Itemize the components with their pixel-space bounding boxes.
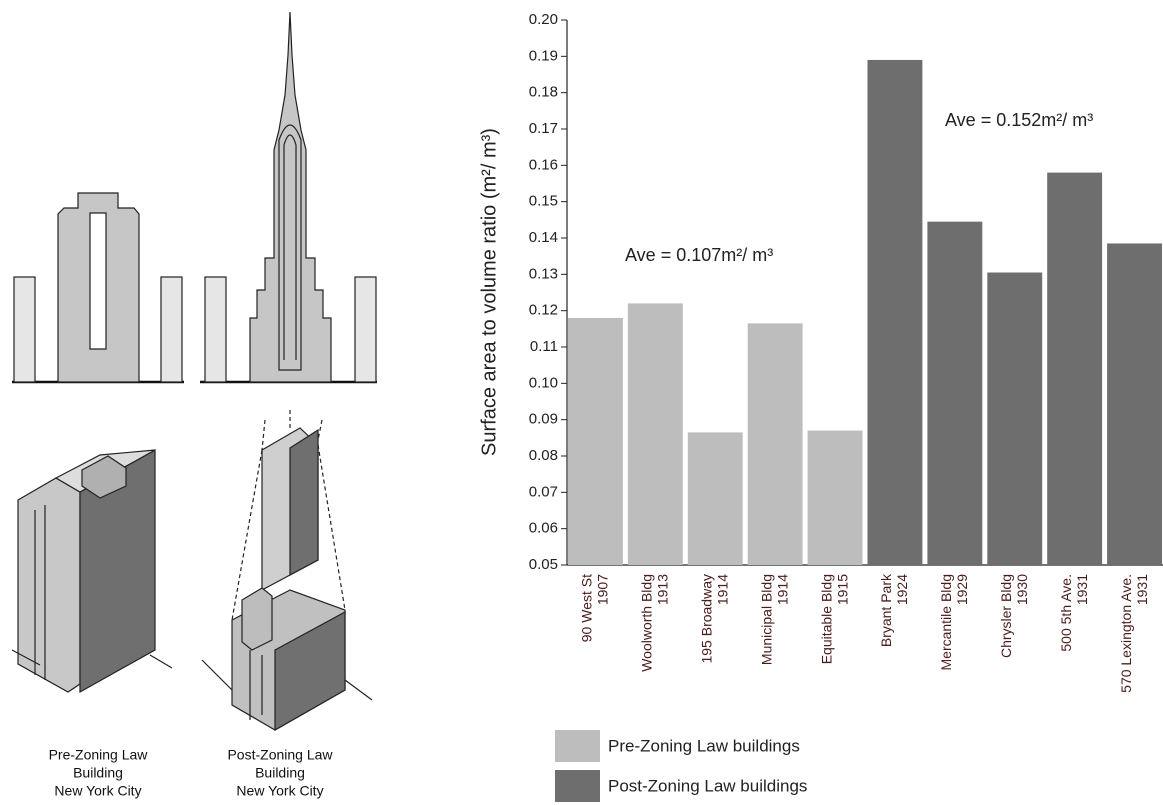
captions: Pre-Zoning Law Building New York City Post-… [49,747,334,799]
x-tick-label: Equitable Bldg [818,574,834,664]
annotation: Ave = 0.107m²/ m³ [625,245,773,265]
x-tick-label: 195 Broadway [698,574,714,664]
y-tick-label: 0.17 [529,120,558,137]
bar [568,317,623,565]
y-tick-label: 0.06 [529,520,558,537]
x-tick-label: 1914 [714,574,730,605]
caption: Building [73,765,123,781]
y-tick-label: 0.11 [530,338,558,355]
y-tick-label: 0.14 [529,229,558,246]
illustration [11,11,377,732]
y-tick-label: 0.19 [529,47,558,64]
caption: New York City [54,783,141,799]
y-axis-label: Surface area to volume ratio (m²/ m³) [478,128,500,456]
bar [927,221,983,565]
x-tick-label: 1914 [774,574,790,605]
annotation: Ave = 0.152m²/ m³ [945,110,1093,130]
x-tick-label: 1907 [595,574,611,605]
caption: New York City [236,783,323,799]
legend-label: Post-Zoning Law buildings [608,776,807,795]
bar [1047,172,1103,565]
x-tick-label: 1930 [1014,574,1030,605]
x-tick-label: Chrysler Bldg [998,574,1014,658]
y-tick-label: 0.15 [529,193,558,210]
y-tick-label: 0.10 [529,374,558,391]
x-tick-label: 1929 [954,574,970,605]
x-tick-label: Mercantile Bldg [938,574,954,671]
x-tick-label: 1931 [1134,574,1150,605]
x-tick-label: 1924 [894,574,910,605]
x-tick-label: Municipal Bldg [758,574,774,665]
x-tick-label: 1913 [655,574,671,605]
caption: Post-Zoning Law [227,747,333,763]
x-tick-label: 500 5th Ave. [1058,574,1074,652]
bar [687,432,743,565]
y-tick-label: 0.08 [529,447,558,464]
caption: Pre-Zoning Law [49,747,149,763]
bar [1107,243,1162,565]
y-tick-label: 0.12 [529,302,558,319]
bar [867,59,923,565]
legend-label: Pre-Zoning Law buildings [608,736,800,755]
y-tick-label: 0.09 [529,411,558,428]
y-tick-label: 0.05 [529,556,558,573]
y-tick-label: 0.16 [529,156,558,173]
y-tick-label: 0.07 [529,483,558,500]
bar [807,430,863,565]
y-tick-label: 0.20 [529,11,558,28]
bar [987,272,1043,565]
caption: Building [255,765,305,781]
x-tick-label: 1915 [834,574,850,605]
bar [747,323,803,565]
x-tick-label: Woolworth Bldg [639,574,655,672]
x-tick-label: 570 Lexington Ave. [1118,574,1134,693]
legend-swatch [555,770,600,802]
y-tick-label: 0.18 [529,84,558,101]
y-tick-label: 0.13 [529,265,558,282]
x-tick-label: Bryant Park [878,573,894,647]
legend-swatch [555,730,600,762]
x-tick-label: 1931 [1074,574,1090,605]
x-tick-label: 90 West St [579,574,595,642]
bar [627,303,683,565]
